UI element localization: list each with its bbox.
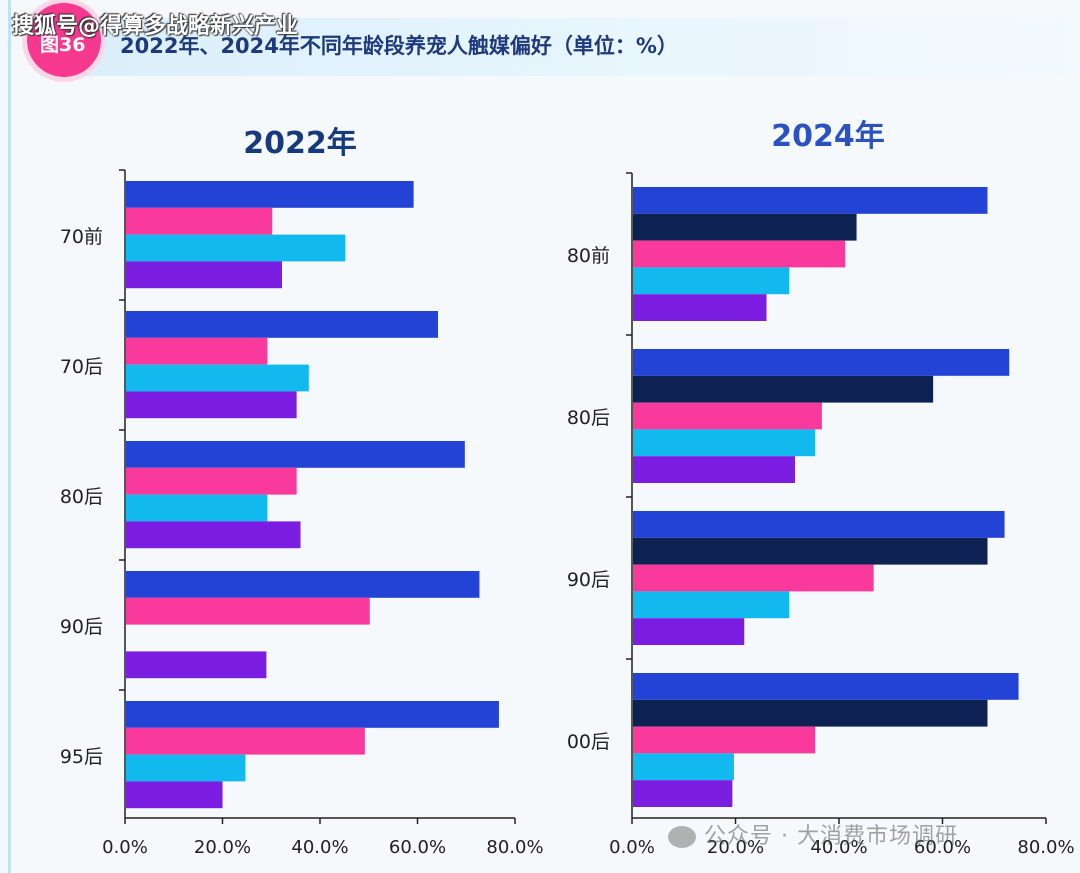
chart-2-bar-series-1 xyxy=(633,673,1019,700)
chart-1-bar-series-4 xyxy=(126,391,297,419)
chart-1-bar-series-1 xyxy=(126,571,480,598)
chart-2-bar-series-3 xyxy=(633,726,816,754)
watermark-bottom: 公众号 · 大消费市场调研 xyxy=(668,818,958,850)
chart-2-x-tick-label: 80.0% xyxy=(1017,837,1074,858)
chart-1-bar-series-3 xyxy=(126,494,268,522)
chart-2-bar-series-1 xyxy=(633,511,1005,538)
chart-1-x-tick-label: 80.0% xyxy=(486,837,543,858)
chart-2-category-label: 00后 xyxy=(567,731,610,753)
chart-2-x-tick-label: 0.0% xyxy=(609,837,655,858)
chart-1-bar-series-1 xyxy=(126,441,465,468)
chart-1-x-tick-label: 40.0% xyxy=(291,837,348,858)
chart-1-bar-series-2 xyxy=(126,207,273,235)
chart-2-bar-series-4 xyxy=(633,591,790,619)
chart-1-category-label: 95后 xyxy=(60,746,103,768)
chart-2-title: 2024年 xyxy=(771,119,885,154)
chart-1-bar-series-2 xyxy=(126,337,268,365)
watermark-bottom-text: 公众号 · 大消费市场调研 xyxy=(704,824,958,849)
chart-2-bar-series-3 xyxy=(633,564,874,592)
chart-2-bar-series-5 xyxy=(633,456,795,483)
chart-2-category-label: 80前 xyxy=(567,245,610,267)
figure-badge xyxy=(27,3,101,77)
chart-2-bar-series-2 xyxy=(633,213,857,241)
chart-1-bar-series-3 xyxy=(126,364,309,392)
header-band xyxy=(40,18,1080,76)
chart-2-bar-series-5 xyxy=(633,618,745,645)
chart-2-bar-series-1 xyxy=(633,187,988,214)
chart-2-category-label: 90后 xyxy=(567,569,610,591)
chart-2-category-label: 80后 xyxy=(567,407,610,429)
chart-1-bar-series-2 xyxy=(126,467,297,495)
chart-2-x-tick-label: 40.0% xyxy=(810,837,867,858)
chart-1-category-label: 70后 xyxy=(60,356,103,378)
chart-2-bar-series-3 xyxy=(633,240,846,268)
chart-2-bar-series-2 xyxy=(633,699,988,727)
chart-1-bar-series-2 xyxy=(126,597,370,625)
page-title: 2022年、2024年不同年龄段养宠人触媒偏好（单位：%） xyxy=(120,34,678,58)
chart-1-category-label: 90后 xyxy=(60,616,103,638)
chart-1-bar-series-3 xyxy=(126,234,346,262)
watermark-top: 搜狐号@得算多战略新兴产业 xyxy=(12,14,299,39)
chart-1-bar-series-1 xyxy=(126,181,414,208)
chart-2-bar-series-4 xyxy=(633,429,816,457)
chart-2-bar-series-5 xyxy=(633,294,767,321)
chart-1-bar-series-1 xyxy=(126,701,499,728)
chart-1-bar-series-4 xyxy=(126,651,267,679)
chart-1-bar-series-2 xyxy=(126,727,365,755)
chart-2-bar-series-1 xyxy=(633,349,1010,376)
chart-1-bar-series-3 xyxy=(126,754,246,782)
chart-2-bar-series-2 xyxy=(633,537,988,565)
chart-1-bar-series-4 xyxy=(126,261,282,289)
chart-2-x-tick-label: 60.0% xyxy=(914,837,971,858)
chart-1-title: 2022年 xyxy=(243,126,357,161)
chart-1-x-tick-label: 0.0% xyxy=(102,837,148,858)
chart-1-x-tick-label: 60.0% xyxy=(389,837,446,858)
chart-2-bar-series-2 xyxy=(633,375,934,403)
figure-badge-label: 图36 xyxy=(40,34,86,56)
chart-1-bar-series-4 xyxy=(126,781,223,809)
wechat-icon xyxy=(668,826,696,848)
chart-2-bar-series-4 xyxy=(633,267,790,295)
chart-1-bar-series-1 xyxy=(126,311,438,338)
chart-1-category-label: 70前 xyxy=(60,226,103,248)
chart-2-bar-series-5 xyxy=(633,780,733,807)
chart-1-category-label: 80后 xyxy=(60,486,103,508)
chart-2-x-tick-label: 20.0% xyxy=(707,837,764,858)
chart-1-bar-series-4 xyxy=(126,521,301,549)
chart-2-bar-series-4 xyxy=(633,753,734,781)
chart-2-bar-series-3 xyxy=(633,402,822,430)
chart-1-x-tick-label: 20.0% xyxy=(194,837,251,858)
